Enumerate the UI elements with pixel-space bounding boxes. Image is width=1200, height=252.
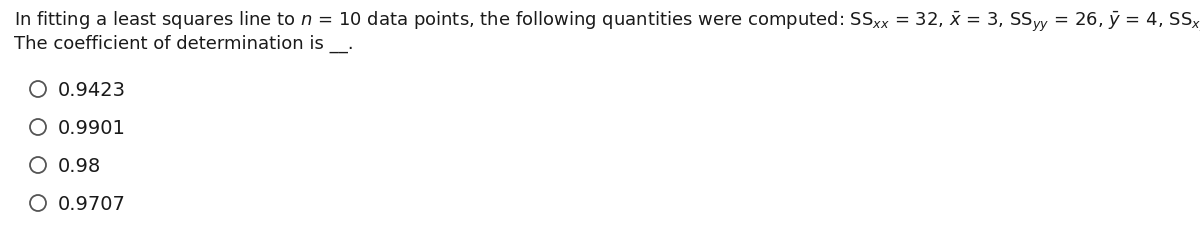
Text: In fitting a least squares line to $n$ = 10 data points, the following quantitie: In fitting a least squares line to $n$ =… xyxy=(14,10,1200,34)
Text: 0.98: 0.98 xyxy=(58,156,101,175)
Text: 0.9901: 0.9901 xyxy=(58,118,126,137)
Text: 0.9423: 0.9423 xyxy=(58,80,126,99)
Text: The coefficient of determination is __.: The coefficient of determination is __. xyxy=(14,35,354,53)
Text: 0.9707: 0.9707 xyxy=(58,194,126,213)
